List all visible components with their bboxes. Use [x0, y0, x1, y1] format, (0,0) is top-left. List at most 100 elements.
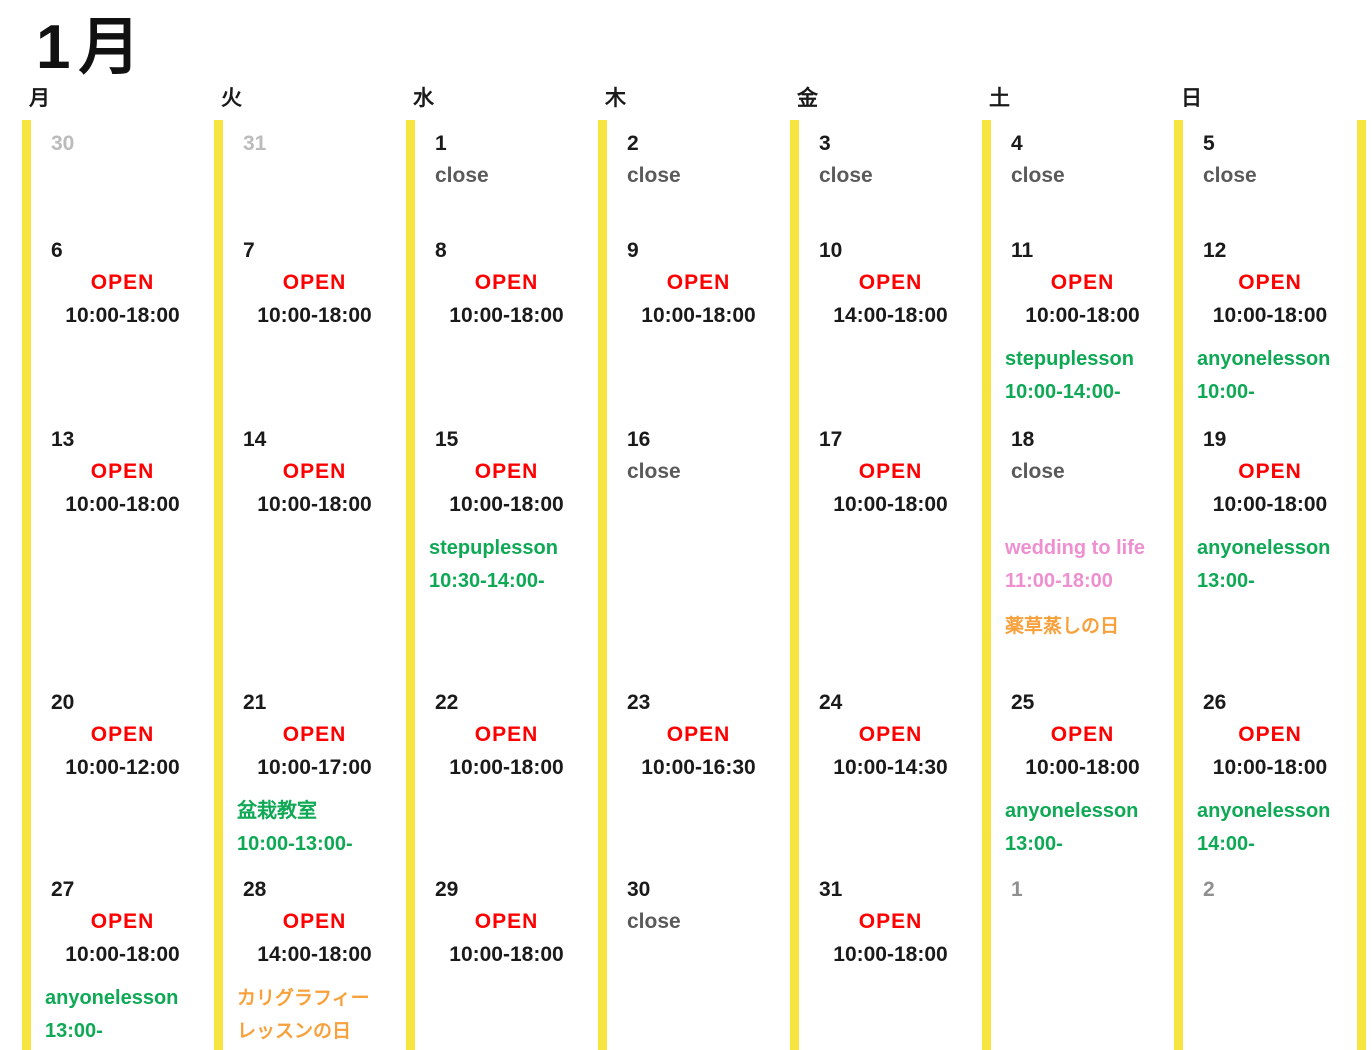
note-line: stepuplesson [1005, 348, 1134, 370]
day-number: 10 [819, 239, 843, 262]
day-status-open: OPEN [282, 723, 347, 746]
month-title: 1月 [36, 13, 149, 82]
day-number: 22 [435, 691, 459, 714]
day-status-open: OPEN [474, 460, 539, 483]
day-number: 24 [819, 691, 843, 714]
day-status-close: close [819, 164, 873, 187]
day-status-open: OPEN [474, 910, 539, 933]
weekday-label: 日 [1181, 87, 1202, 110]
day-note: anyonelesson 13:00- [1197, 532, 1330, 598]
day-time: 10:00-18:00 [1025, 756, 1140, 779]
day-status-close: close [627, 164, 681, 187]
day-cell: 20 OPEN 10:00-12:00 [22, 687, 214, 874]
day-cell: 25 OPEN 10:00-18:00 anyonelesson 13:00- [982, 687, 1174, 874]
day-status-open: OPEN [474, 723, 539, 746]
day-cell: 30 close [598, 874, 790, 1050]
day-status-open: OPEN [858, 723, 923, 746]
day-time: 10:00-18:00 [449, 493, 564, 516]
note-line: 11:00-18:00 [1005, 570, 1113, 592]
day-cell: 28 OPEN 14:00-18:00 カリグラフィー レッスンの日 [214, 874, 406, 1050]
day-cell: 12 OPEN 10:00-18:00 anyonelesson 10:00- [1174, 235, 1366, 424]
day-cell: 29 OPEN 10:00-18:00 [406, 874, 598, 1050]
day-status-open: OPEN [858, 271, 923, 294]
day-status-close: close [435, 164, 489, 187]
day-number: 1 [435, 132, 447, 155]
day-time: 10:00-18:00 [65, 493, 180, 516]
day-status-open: OPEN [474, 271, 539, 294]
day-note: anyonelesson 10:00- [1197, 343, 1330, 409]
day-number: 29 [435, 878, 459, 901]
day-cell: 23 OPEN 10:00-16:30 [598, 687, 790, 874]
day-number: 19 [1203, 428, 1227, 451]
day-cell: 31 OPEN 10:00-18:00 [790, 874, 982, 1050]
note-line: 13:00- [45, 1020, 103, 1042]
week-row: 20 OPEN 10:00-12:00 21 OPEN 10:00-17:00 盆栽教室 10… [22, 687, 1366, 874]
day-time: 10:00-16:30 [641, 756, 756, 779]
day-cell: 24 OPEN 10:00-14:30 [790, 687, 982, 874]
day-number: 2 [1203, 878, 1215, 901]
day-number: 31 [819, 878, 843, 901]
day-status-open: OPEN [666, 271, 731, 294]
day-cell: 3 close [790, 120, 982, 235]
note-line: 10:00-14:00- [1005, 381, 1121, 403]
day-status-open: OPEN [858, 910, 923, 933]
day-note: anyonelesson 14:00- [1197, 795, 1330, 861]
note-line: カリグラフィー [237, 988, 370, 1009]
day-cell: 5 close [1174, 120, 1366, 235]
day-status-open: OPEN [282, 271, 347, 294]
day-time: 10:00-18:00 [257, 304, 372, 327]
day-status-open: OPEN [90, 910, 155, 933]
day-time: 10:00-18:00 [1212, 756, 1328, 779]
day-number: 23 [627, 691, 651, 714]
note-line: 10:00-13:00- [237, 833, 353, 855]
day-cell: 17 OPEN 10:00-18:00 [790, 424, 982, 687]
day-cell: 1 [982, 874, 1174, 1050]
day-time: 10:00-18:00 [1212, 304, 1328, 327]
note-line: anyonelesson [45, 987, 179, 1009]
day-time: 10:00-18:00 [257, 493, 372, 516]
day-cell: 18 close wedding to life 11:00-18:00 薬草蒸しの日 [982, 424, 1174, 687]
day-cell: 14 OPEN 10:00-18:00 [214, 424, 406, 687]
day-status-open: OPEN [1238, 460, 1302, 483]
calendar-grid: 30 31 1 close 2 close 3 close 4 close 5 close 6 OPEN 1… [22, 120, 1366, 1050]
day-number: 9 [627, 239, 639, 262]
note-line: 盆栽教室 [237, 800, 317, 822]
day-status-open: OPEN [858, 460, 923, 483]
weekday-label: 水 [413, 87, 434, 110]
day-status-open: OPEN [90, 271, 155, 294]
weekday-label: 月 [29, 87, 50, 110]
day-cell: 2 close [598, 120, 790, 235]
day-time: 14:00-18:00 [833, 304, 948, 327]
weekday-label: 木 [605, 87, 626, 110]
weekday-label: 金 [797, 87, 818, 110]
day-number: 15 [435, 428, 459, 451]
weekday-label: 土 [989, 87, 1010, 110]
day-note: anyonelesson 13:00- [45, 982, 178, 1048]
day-cell: 13 OPEN 10:00-18:00 [22, 424, 214, 687]
note-line: wedding to life [1005, 537, 1145, 559]
week-row: 30 31 1 close 2 close 3 close 4 close 5 close [22, 120, 1366, 235]
note-line: 薬草蒸しの日 [1005, 616, 1120, 637]
day-number: 18 [1011, 428, 1035, 451]
day-note: 盆栽教室 10:00-13:00- [237, 795, 353, 861]
weekday-label: 火 [221, 87, 242, 110]
day-status-open: OPEN [1050, 271, 1115, 294]
day-status-open: OPEN [282, 910, 347, 933]
day-time: 10:00-18:00 [641, 304, 756, 327]
day-number: 8 [435, 239, 447, 262]
week-row: 13 OPEN 10:00-18:00 14 OPEN 10:00-18:00 15 OPEN… [22, 424, 1366, 687]
note-line: stepuplesson [429, 537, 558, 559]
day-number: 30 [51, 132, 75, 155]
day-status-open: OPEN [90, 723, 155, 746]
day-cell: 16 close [598, 424, 790, 687]
note-line: anyonelesson [1197, 348, 1331, 370]
day-note: 薬草蒸しの日 [1005, 610, 1119, 643]
day-number: 4 [1011, 132, 1023, 155]
day-note: stepuplesson 10:30-14:00- [429, 532, 558, 598]
weekday-header: 月火水木金土日 [22, 84, 1366, 114]
day-status-open: OPEN [1238, 723, 1302, 746]
day-status-close: close [1203, 164, 1257, 187]
day-cell: 10 OPEN 14:00-18:00 [790, 235, 982, 424]
day-number: 2 [627, 132, 639, 155]
day-status-close: close [1011, 164, 1065, 187]
